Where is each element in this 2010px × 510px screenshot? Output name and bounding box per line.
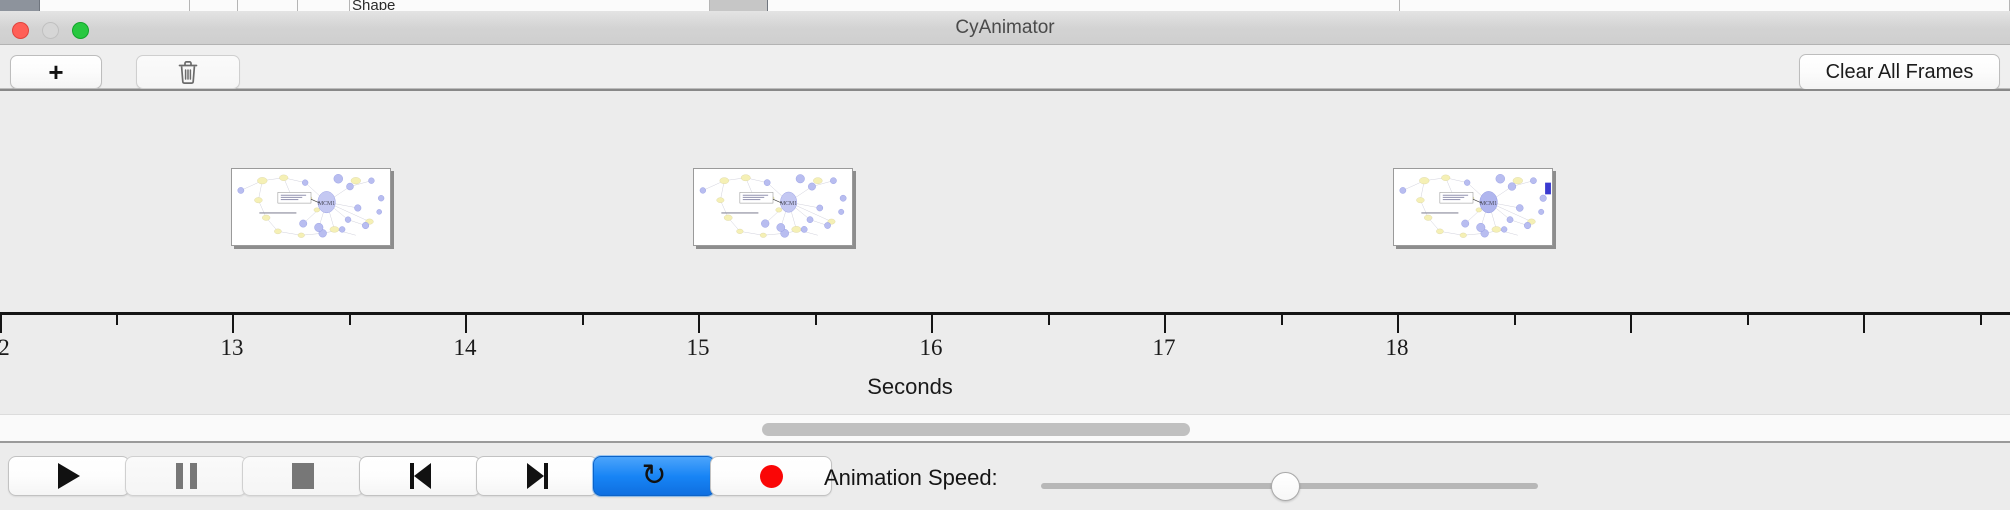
playback-control-bar: ↻ Animation Speed:: [0, 443, 2010, 510]
window-maximize-button[interactable]: [72, 22, 89, 39]
clear-all-frames-button[interactable]: Clear All Frames: [1799, 54, 2000, 90]
play-button[interactable]: [8, 456, 130, 496]
timeline-panel[interactable]: MCM1: [0, 89, 2010, 414]
axis-tick-minor: [815, 315, 817, 325]
axis-title: Seconds: [867, 374, 953, 399]
axis-tick-minor: [116, 315, 118, 325]
scrollbar-thumb[interactable]: [762, 423, 1190, 436]
axis-tick-label: 17: [1152, 335, 1176, 360]
axis-tick-major: [931, 315, 933, 333]
axis-tick-major: [465, 315, 467, 333]
axis-tick-minor: [1514, 315, 1516, 325]
bg-segment: [0, 0, 40, 12]
loop-icon: ↻: [641, 458, 667, 493]
axis-tick-minor: [1980, 315, 1982, 325]
title-bar: CyAnimator: [0, 11, 2010, 45]
axis-tick-label: 2: [0, 335, 10, 361]
pause-icon: [175, 463, 197, 489]
axis-tick-major: [1863, 315, 1865, 333]
background-window-label: Shape: [352, 0, 396, 10]
axis-tick-minor: [1281, 315, 1283, 325]
pause-button[interactable]: [125, 456, 247, 496]
axis-tick-minor: [1747, 315, 1749, 325]
timeline-axis: [0, 312, 2010, 315]
window-minimize-button[interactable]: [42, 22, 59, 39]
axis-tick-minor: [582, 315, 584, 325]
bg-segment: [40, 0, 190, 12]
delete-frame-button[interactable]: [136, 55, 240, 89]
window-close-button[interactable]: [12, 22, 29, 39]
axis-tick-label: 15: [686, 335, 710, 360]
background-window-strip: Shape: [0, 0, 2010, 13]
axis-tick-major: [232, 315, 234, 333]
skip-to-end-button[interactable]: [476, 456, 598, 496]
svg-text:MCM1: MCM1: [780, 201, 797, 207]
axis-tick-minor: [349, 315, 351, 325]
svg-text:MCM1: MCM1: [1480, 201, 1497, 207]
network-thumbnail: MCM1: [233, 169, 389, 245]
bg-segment: [298, 0, 350, 12]
add-frame-button[interactable]: +: [10, 55, 102, 89]
axis-tick-major: [1397, 315, 1399, 333]
frames-area[interactable]: MCM1: [0, 91, 2010, 313]
stop-icon: [292, 463, 314, 489]
network-thumbnail: MCM1: [1395, 169, 1551, 245]
plus-icon: +: [48, 57, 64, 87]
axis-tick-label: 18: [1385, 335, 1409, 360]
skip-to-start-icon: [409, 463, 431, 489]
axis-tick-label: 14: [453, 335, 477, 360]
timeline-horizontal-scrollbar[interactable]: [0, 414, 2010, 443]
bg-segment: [238, 0, 298, 12]
record-icon: [759, 464, 783, 488]
bg-segment: [710, 0, 768, 12]
toolbar: + Clear All Frames: [0, 45, 2010, 90]
skip-to-end-icon: [526, 463, 548, 489]
axis-tick-major: [0, 315, 2, 333]
timeline-frame[interactable]: MCM1: [1393, 168, 1553, 246]
network-thumbnail: MCM1: [695, 169, 851, 245]
axis-tick-label: 13: [220, 335, 244, 360]
stop-button[interactable]: [242, 456, 364, 496]
window-title: CyAnimator: [955, 17, 1055, 38]
axis-tick-minor: [1048, 315, 1050, 325]
bg-segment: [190, 0, 238, 12]
animation-speed-slider[interactable]: [1041, 472, 1538, 501]
play-icon: [58, 463, 80, 489]
timeline-frame[interactable]: MCM1: [231, 168, 391, 246]
animation-speed-slider-thumb[interactable]: [1271, 472, 1300, 501]
axis-tick-major: [1164, 315, 1166, 333]
timeline-frame[interactable]: MCM1: [693, 168, 853, 246]
bg-segment: [350, 0, 710, 12]
svg-text:MCM1: MCM1: [318, 201, 335, 207]
axis-tick-label: 16: [919, 335, 943, 360]
trash-icon: [178, 60, 198, 84]
skip-to-start-button[interactable]: [359, 456, 481, 496]
animation-speed-label: Animation Speed:: [824, 465, 998, 490]
record-button[interactable]: [710, 456, 832, 496]
axis-tick-major: [698, 315, 700, 333]
bg-segment: [768, 0, 1400, 12]
loop-button[interactable]: ↻: [593, 456, 715, 496]
axis-tick-major: [1630, 315, 1632, 333]
